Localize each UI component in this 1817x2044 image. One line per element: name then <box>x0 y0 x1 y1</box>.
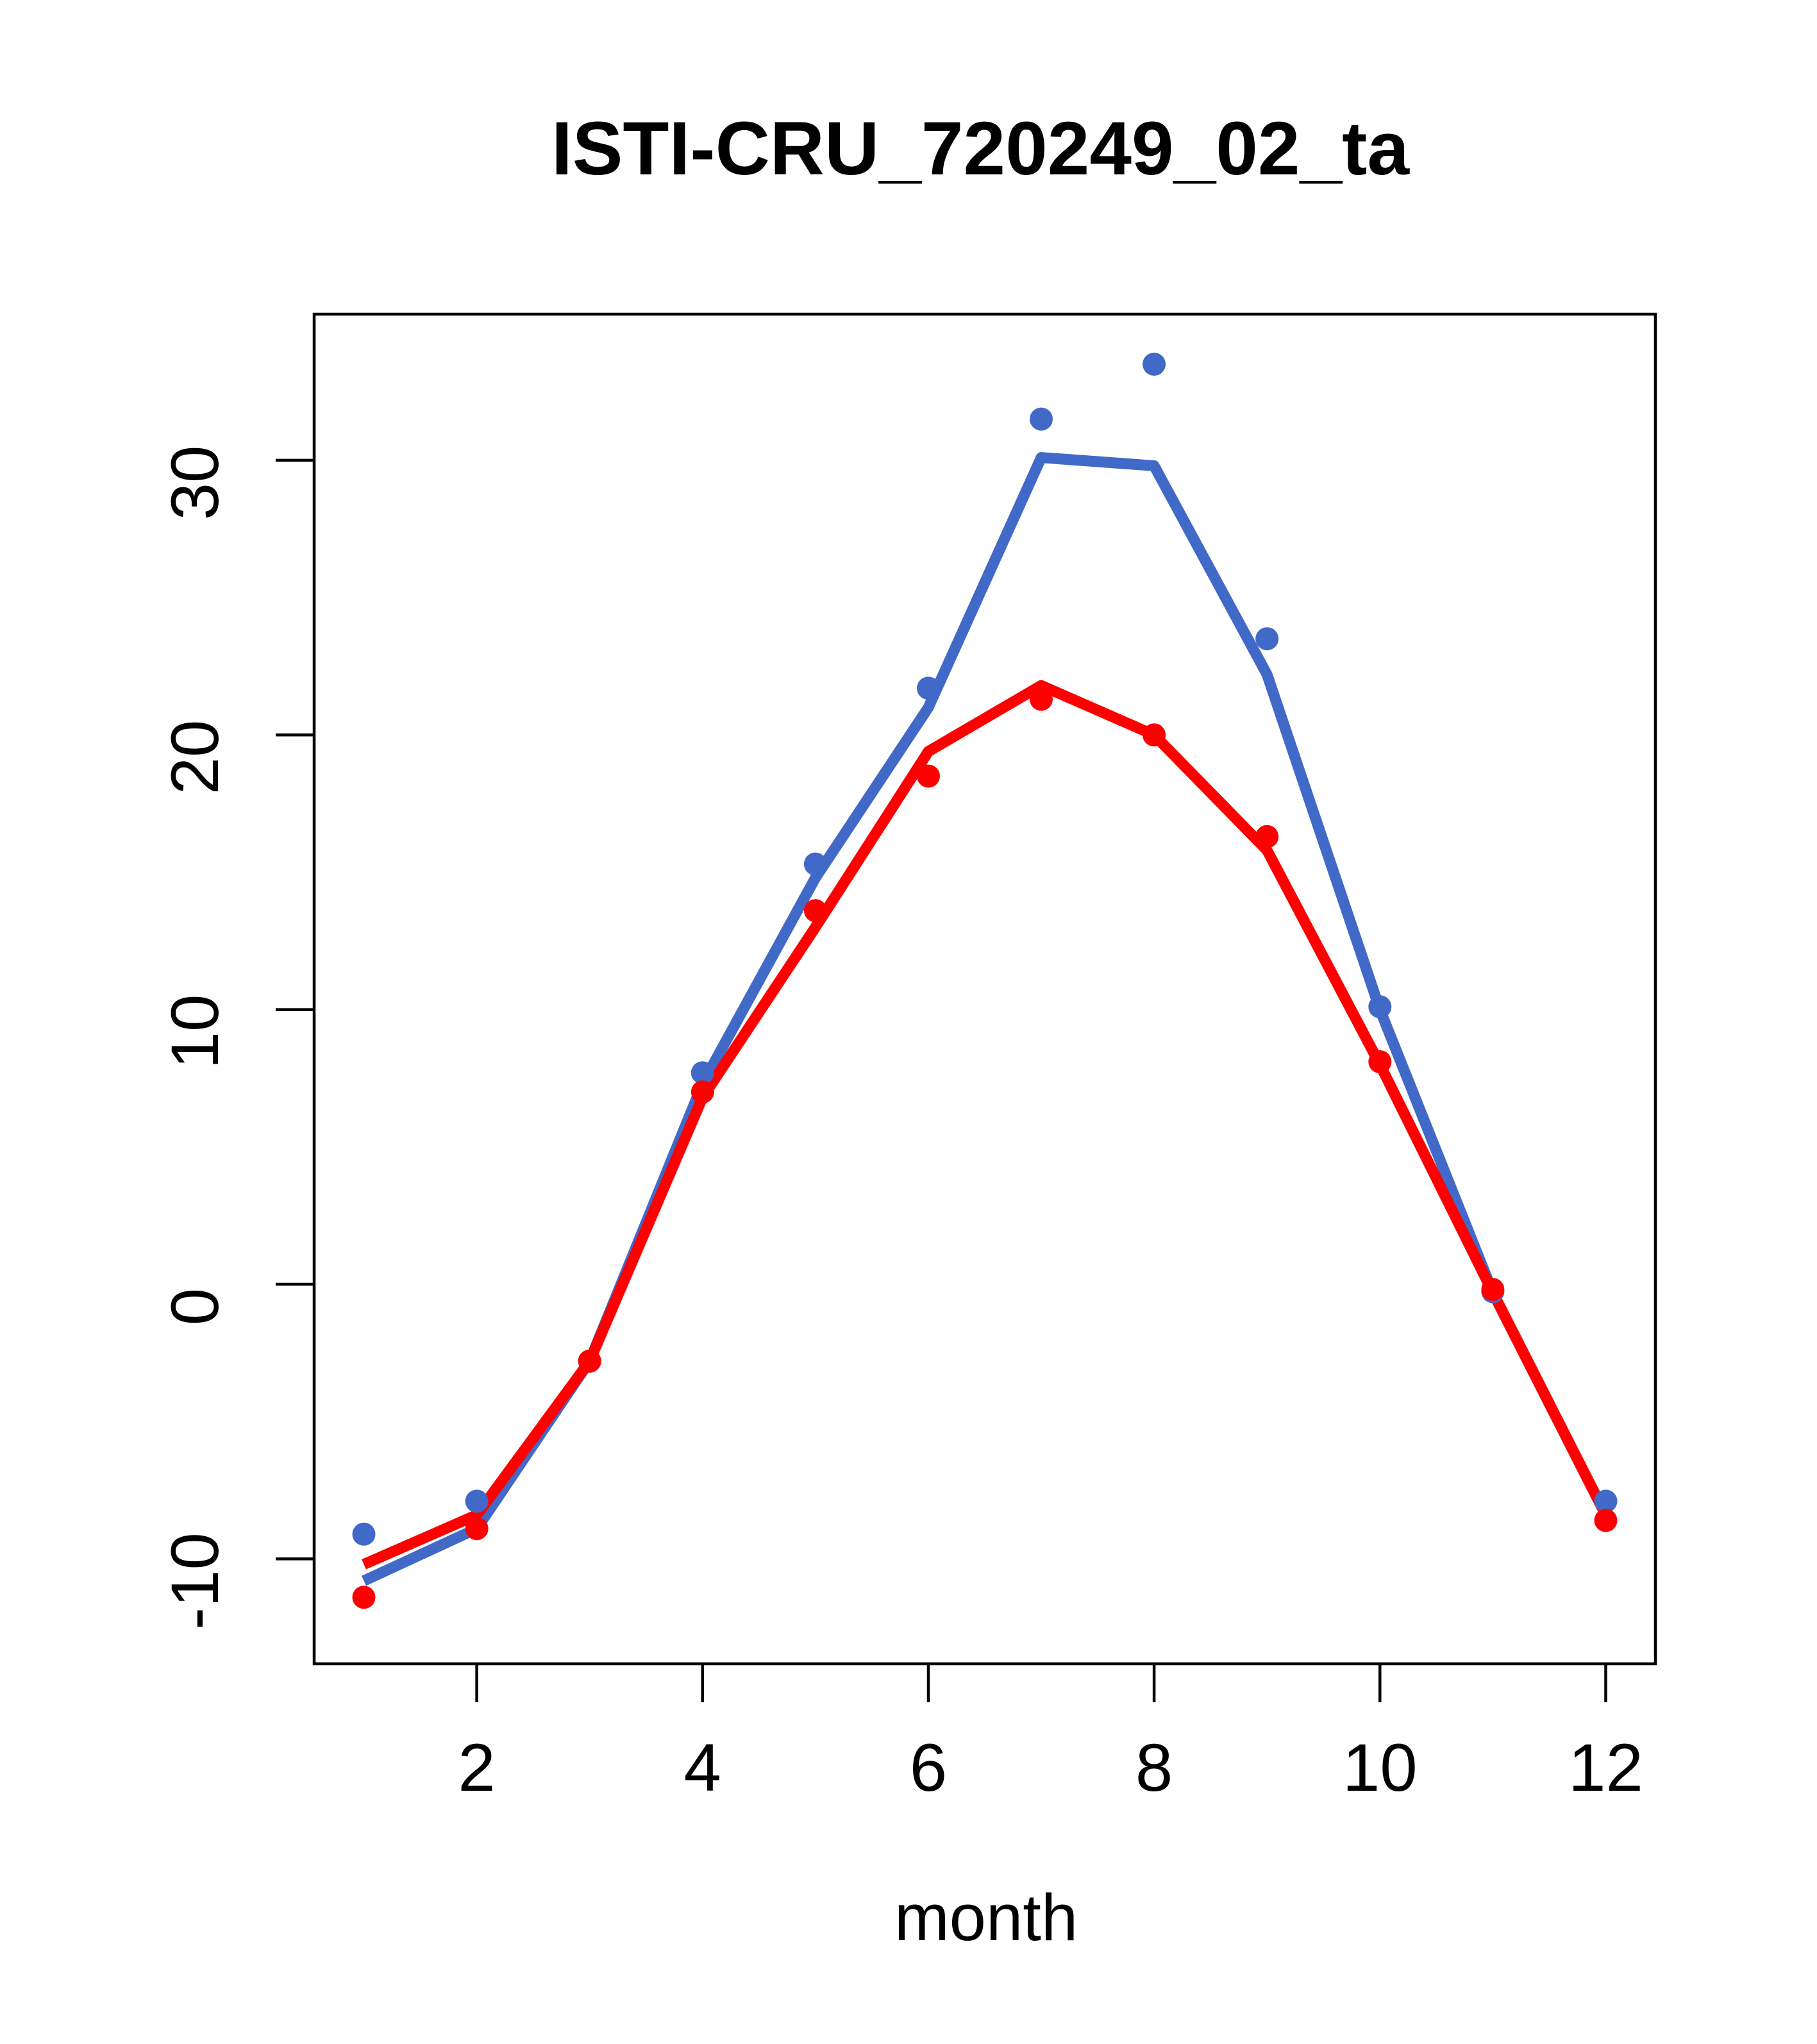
svg-text:2: 2 <box>458 1730 495 1805</box>
svg-text:10: 10 <box>1343 1730 1418 1805</box>
svg-text:10: 10 <box>158 994 233 1069</box>
svg-text:ISTI-CRU_720249_02_ta: ISTI-CRU_720249_02_ta <box>551 106 1410 191</box>
svg-text:12: 12 <box>1568 1730 1643 1805</box>
svg-text:30: 30 <box>158 446 233 521</box>
svg-text:4: 4 <box>684 1730 721 1805</box>
svg-text:20: 20 <box>158 720 233 795</box>
svg-text:month: month <box>894 1881 1078 1954</box>
svg-text:6: 6 <box>910 1730 947 1805</box>
svg-text:-10: -10 <box>158 1532 233 1630</box>
svg-text:0: 0 <box>158 1288 233 1325</box>
svg-text:8: 8 <box>1135 1730 1173 1805</box>
